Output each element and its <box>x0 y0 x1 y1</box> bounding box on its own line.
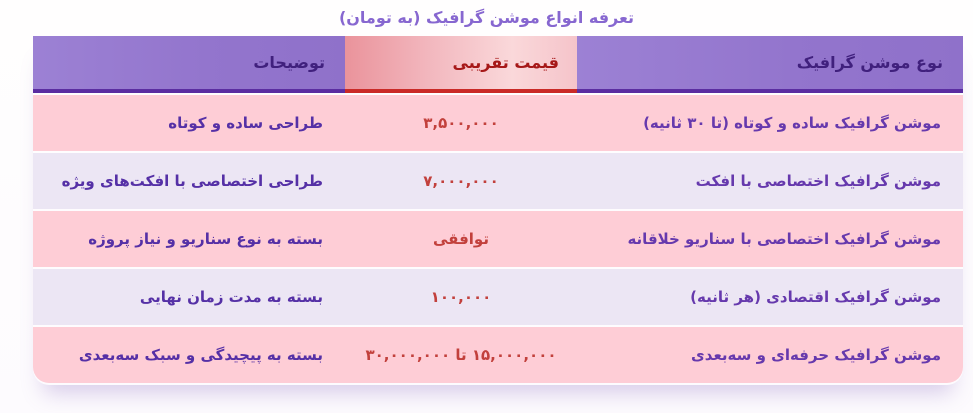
page-title: تعرفه انواع موشن گرافیک (به تومان) <box>338 8 635 27</box>
table-row: موشن گرافیک ساده و کوتاه (تا ۳۰ ثانیه) ۳… <box>33 95 963 151</box>
pricing-table-container: نوع موشن گرافیک قیمت تقریبی توضیحات موشن… <box>33 34 963 385</box>
header-motion-type: نوع موشن گرافیک <box>577 36 963 93</box>
desc-cell: بسته به مدت زمان نهایی <box>33 269 345 325</box>
table-row: موشن گرافیک اختصاصی با افکت ۷,۰۰۰,۰۰۰ طر… <box>33 153 963 209</box>
price-cell: توافقی <box>345 211 577 267</box>
table-row: موشن گرافیک اقتصادی (هر ثانیه) ۱۰۰,۰۰۰ ب… <box>33 269 963 325</box>
header-description: توضیحات <box>33 36 345 93</box>
type-cell: موشن گرافیک ساده و کوتاه (تا ۳۰ ثانیه) <box>577 95 963 151</box>
type-cell: موشن گرافیک اقتصادی (هر ثانیه) <box>577 269 963 325</box>
desc-cell: بسته به نوع سناریو و نیاز پروژه <box>33 211 345 267</box>
price-cell: ۷,۰۰۰,۰۰۰ <box>345 153 577 209</box>
header-approx-price: قیمت تقریبی <box>345 36 577 93</box>
type-cell: موشن گرافیک اختصاصی با افکت <box>577 153 963 209</box>
table-header-row: نوع موشن گرافیک قیمت تقریبی توضیحات <box>33 36 963 93</box>
type-cell: موشن گرافیک حرفه‌ای و سه‌بعدی <box>577 327 963 383</box>
price-cell: ۳,۵۰۰,۰۰۰ <box>345 95 577 151</box>
desc-cell: طراحی ساده و کوتاه <box>33 95 345 151</box>
table-row: موشن گرافیک حرفه‌ای و سه‌بعدی ۱۵,۰۰۰,۰۰۰… <box>33 327 963 383</box>
type-cell: موشن گرافیک اختصاصی با سناریو خلاقانه <box>577 211 963 267</box>
table-row: موشن گرافیک اختصاصی با سناریو خلاقانه تو… <box>33 211 963 267</box>
table-body: موشن گرافیک ساده و کوتاه (تا ۳۰ ثانیه) ۳… <box>33 95 963 383</box>
pricing-table: نوع موشن گرافیک قیمت تقریبی توضیحات موشن… <box>33 34 963 385</box>
price-cell: ۱۰۰,۰۰۰ <box>345 269 577 325</box>
price-cell: ۱۵,۰۰۰,۰۰۰ تا ۳۰,۰۰۰,۰۰۰ <box>345 327 577 383</box>
desc-cell: بسته به پیچیدگی و سبک سه‌بعدی <box>33 327 345 383</box>
desc-cell: طراحی اختصاصی با افکت‌های ویژه <box>33 153 345 209</box>
